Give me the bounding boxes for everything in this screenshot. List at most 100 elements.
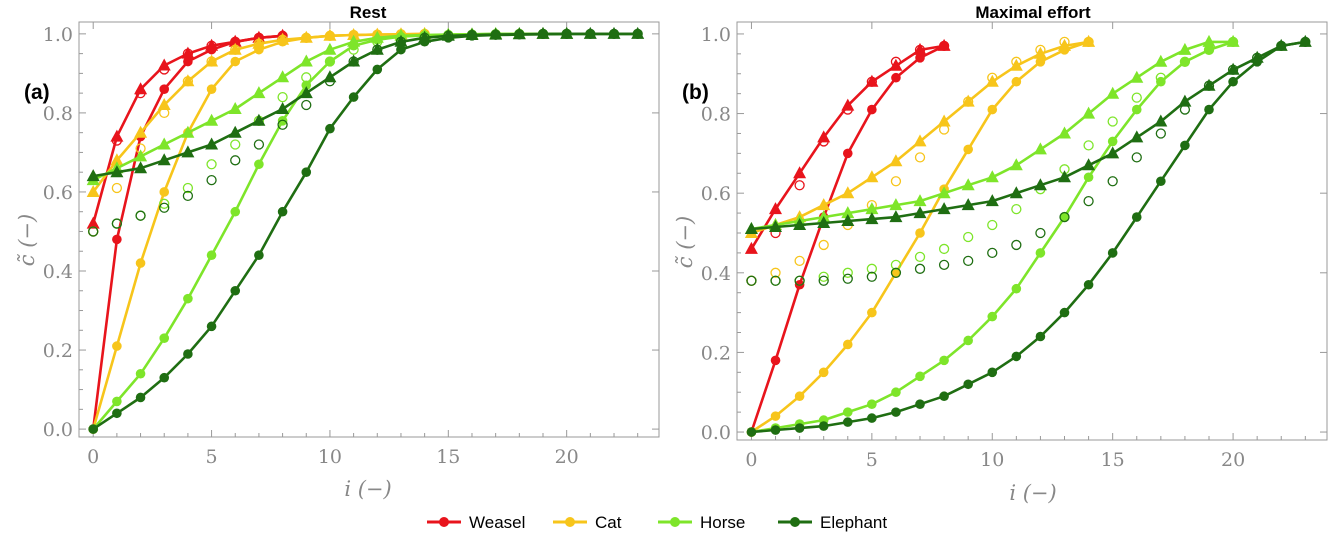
legend-label: Elephant xyxy=(820,513,887,532)
triangle-point xyxy=(157,58,171,71)
series-elephant xyxy=(86,26,645,434)
open-circle-point xyxy=(890,267,902,278)
triangle-point xyxy=(536,26,550,39)
dot-point xyxy=(818,421,829,431)
x-tick-label: 10 xyxy=(318,446,342,468)
open-circle-point xyxy=(842,273,853,284)
triangle-point xyxy=(1202,34,1216,47)
y-tick-label: 0.6 xyxy=(701,183,731,205)
x-tick-label: 0 xyxy=(87,446,99,468)
open-circle-point xyxy=(963,231,974,243)
dot-point xyxy=(159,333,170,343)
dot-point xyxy=(891,407,901,417)
dot-point xyxy=(770,355,781,366)
dot-point xyxy=(770,411,781,421)
dot-point xyxy=(88,424,99,434)
y-tick-label: 0.4 xyxy=(701,263,731,285)
open-circle-point xyxy=(890,176,902,187)
open-circle-point xyxy=(1011,239,1022,251)
dot-point xyxy=(963,335,973,346)
panel-maximal-effort: Maximal effort (b) i (−) c̃ (−) 0 5 10 15 20… xyxy=(673,3,1328,505)
triangle-point xyxy=(110,153,124,166)
triangle-point xyxy=(1009,58,1023,71)
dot-point xyxy=(1011,283,1022,294)
open-circle-point xyxy=(1035,227,1046,239)
y-tick-label: 1.0 xyxy=(701,24,731,46)
dot-point xyxy=(254,250,264,260)
triangle-point xyxy=(1250,50,1264,63)
triangle-point xyxy=(205,54,219,67)
open-circle-point xyxy=(770,275,781,286)
dot-point xyxy=(867,104,877,115)
triangle-point xyxy=(744,222,758,234)
triangle-point xyxy=(865,202,879,215)
x-tick-label: 10 xyxy=(980,449,1004,471)
x-tick-label: 5 xyxy=(866,449,878,471)
open-circle-point xyxy=(1059,211,1070,223)
open-circle-point xyxy=(277,119,288,130)
dot-point xyxy=(1131,212,1142,222)
dot-point xyxy=(1228,76,1238,87)
triangle-point xyxy=(985,74,999,87)
open-circle-point xyxy=(914,263,926,274)
open-circle-point xyxy=(938,243,950,255)
triangle-point xyxy=(1009,186,1023,199)
dot-point xyxy=(915,371,925,382)
series-weasel xyxy=(744,38,951,437)
triangle-point xyxy=(841,186,855,199)
triangle-point xyxy=(631,26,645,39)
open-circle-point xyxy=(866,263,878,274)
open-circle-point xyxy=(842,267,853,278)
triangle-point xyxy=(937,38,951,51)
dot-point xyxy=(987,311,998,322)
triangle-point xyxy=(793,218,807,230)
open-circle-point xyxy=(88,226,99,237)
triangle-point xyxy=(347,34,361,47)
triangle-point xyxy=(252,86,266,99)
legend-swatch-dot xyxy=(790,517,800,527)
triangle-point xyxy=(985,194,999,207)
open-circle-point xyxy=(111,182,123,194)
open-circle-point xyxy=(866,271,878,282)
open-circle-point xyxy=(818,239,829,251)
x-tick-label: 5 xyxy=(206,446,218,468)
dot-point xyxy=(939,355,949,366)
series-line-elephant-dots xyxy=(751,40,1306,434)
dot-point xyxy=(206,84,217,94)
dot-point xyxy=(159,187,170,197)
legend-swatch-dot xyxy=(565,517,575,527)
triangle-point xyxy=(228,102,242,114)
dot-point xyxy=(254,159,264,170)
triangle-point xyxy=(512,27,526,40)
open-circle-point xyxy=(794,180,805,191)
open-circle-point xyxy=(938,259,950,270)
triangle-point xyxy=(205,38,219,51)
triangle-point xyxy=(441,28,455,41)
open-circle-point xyxy=(963,255,974,267)
dot-point xyxy=(794,391,805,402)
dot-point xyxy=(348,92,359,102)
triangle-point xyxy=(370,42,384,55)
dot-point xyxy=(1107,136,1118,147)
legend-item-cat: Cat xyxy=(553,513,622,532)
y-tick-label: 0.6 xyxy=(43,182,73,204)
legend-swatch-dot xyxy=(439,517,449,527)
dot-point xyxy=(963,379,973,390)
y-tick-label: 0.8 xyxy=(43,103,73,125)
open-circle-point xyxy=(1155,128,1166,139)
series-line-elephant-triangles xyxy=(92,32,638,178)
triangle-point xyxy=(1178,94,1192,107)
y-tick-label: 0.4 xyxy=(43,261,73,283)
triangle-point xyxy=(228,34,242,47)
open-circle-point xyxy=(1107,116,1118,127)
triangle-point xyxy=(205,137,219,150)
dot-point xyxy=(1035,57,1046,67)
triangle-point xyxy=(347,28,361,40)
dot-point xyxy=(891,72,901,83)
triangle-point xyxy=(252,113,266,126)
open-circle-point xyxy=(818,275,829,286)
triangle-point xyxy=(228,42,242,55)
triangle-point xyxy=(817,130,831,143)
dot-point xyxy=(112,341,122,351)
legend-item-weasel: Weasel xyxy=(427,513,525,532)
